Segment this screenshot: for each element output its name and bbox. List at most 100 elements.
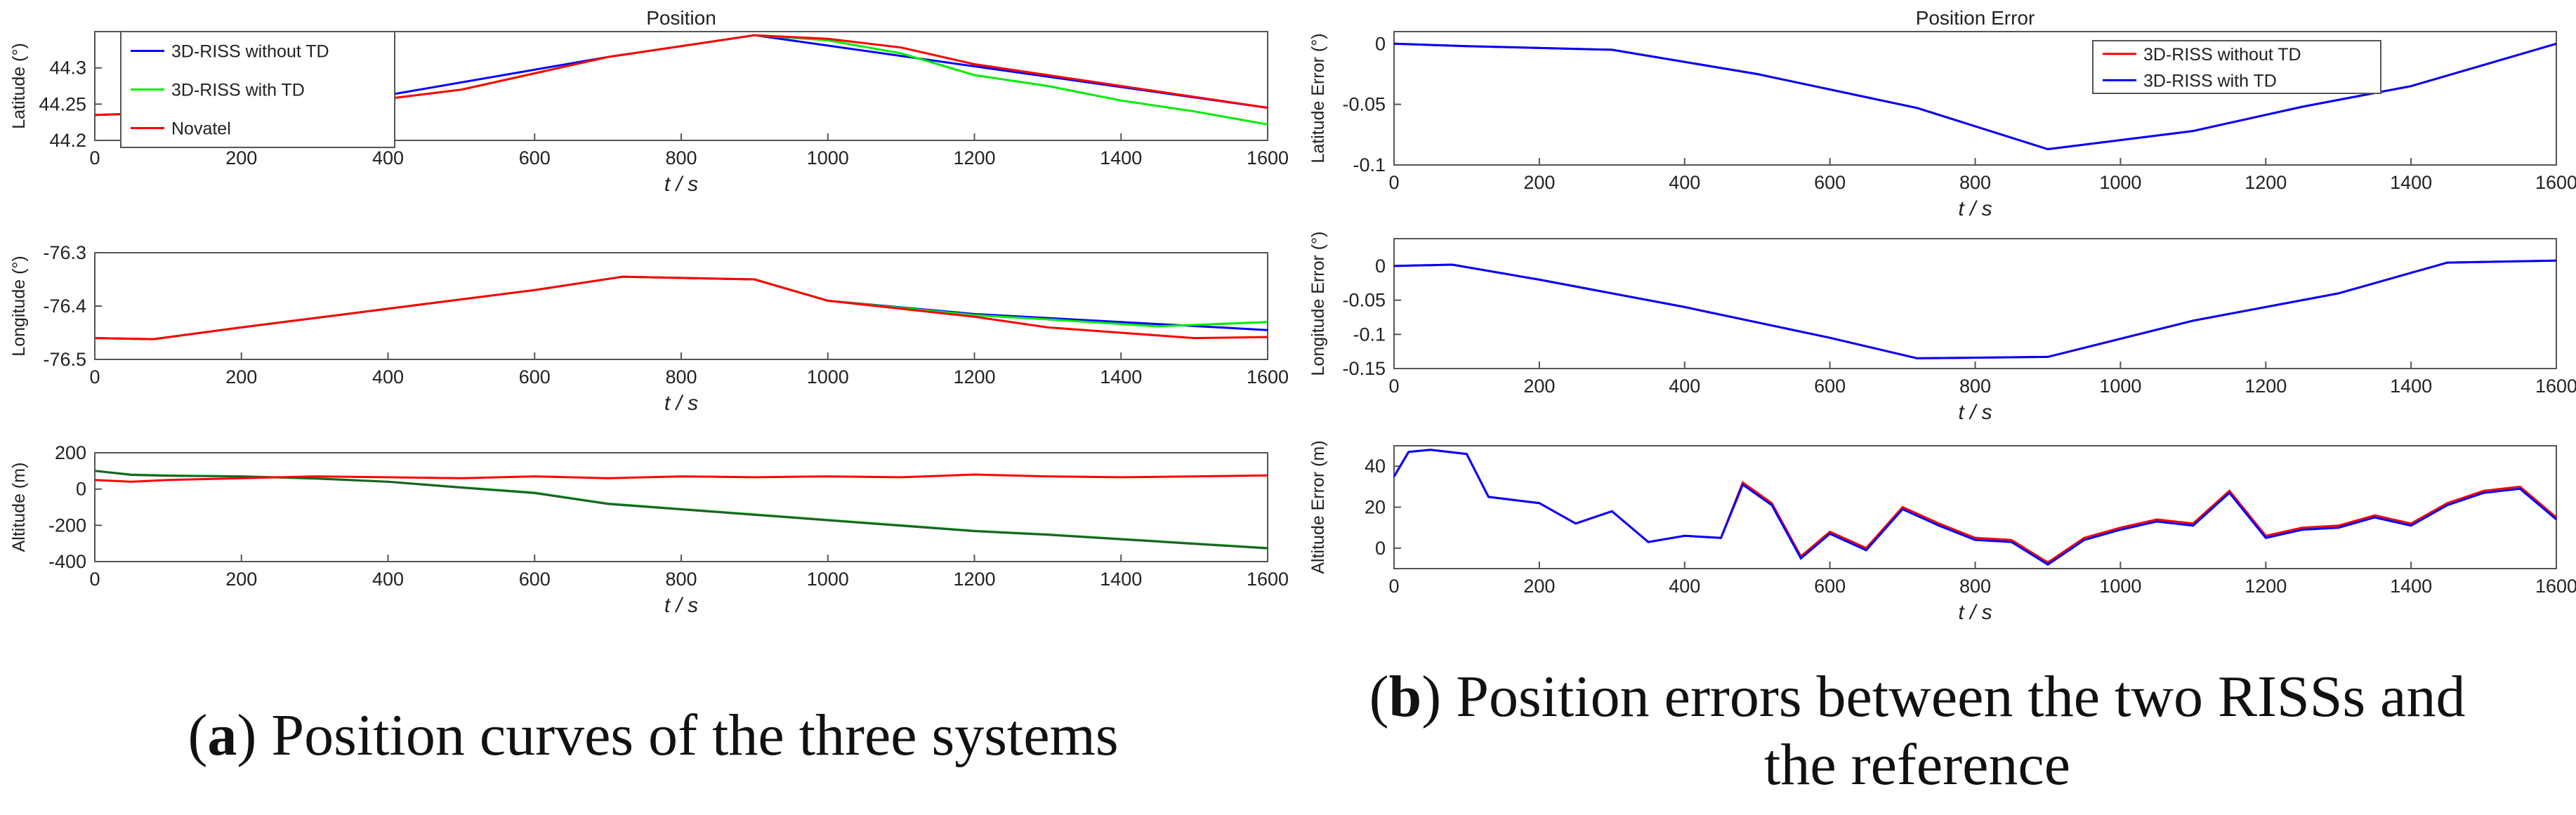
y-tick-label: 0 bbox=[76, 479, 86, 500]
y-axis-label: Longitude (°) bbox=[9, 256, 29, 356]
x-tick-label: 400 bbox=[372, 366, 404, 387]
x-tick-label: 1200 bbox=[2245, 172, 2287, 193]
x-tick-label: 200 bbox=[1523, 376, 1555, 397]
caption-b-line1: Position errors between the two RISSs an… bbox=[1456, 664, 2466, 729]
y-tick-label: 44.25 bbox=[39, 93, 86, 114]
caption-b: (b) Position errors between the two RISS… bbox=[1369, 664, 2466, 797]
x-tick-label: 1000 bbox=[2099, 376, 2141, 397]
x-tick-label: 1200 bbox=[2245, 576, 2287, 597]
chart-panel-4: 0 200 400 600 800 1000 1200 1400 1600 -0.15 -0.1 -0… bbox=[1308, 232, 2576, 424]
x-axis-label: t / s bbox=[664, 392, 698, 415]
y-tick-label: 44.3 bbox=[49, 58, 86, 79]
plot-area bbox=[94, 252, 1268, 360]
y-tick-label: 44.2 bbox=[49, 130, 86, 151]
x-tick-label: 1000 bbox=[2099, 172, 2141, 193]
legend-label: Novatel bbox=[171, 119, 231, 139]
x-axis-label: t / s bbox=[1958, 401, 1992, 424]
chart-panel-1: 0 200 400 600 800 1000 1200 1400 1600 -76.5 -76.4 -… bbox=[9, 242, 1289, 415]
x-tick-label: 600 bbox=[1814, 172, 1846, 193]
x-tick-label: 1200 bbox=[953, 569, 995, 590]
x-tick-label: 1200 bbox=[953, 147, 995, 168]
caption-b-letter: b bbox=[1388, 664, 1422, 729]
legend-label: 3D-RISS with TD bbox=[171, 81, 305, 100]
y-tick-label: -76.4 bbox=[43, 296, 86, 317]
x-tick-label: 800 bbox=[1959, 376, 1991, 397]
y-tick-label: -200 bbox=[48, 515, 86, 536]
x-tick-label: 1400 bbox=[2390, 376, 2432, 397]
y-tick-label: 0 bbox=[1375, 538, 1386, 559]
x-tick-label: 800 bbox=[665, 366, 697, 387]
y-axis-label: Latitude (°) bbox=[9, 43, 29, 129]
plot-area bbox=[1393, 238, 2557, 369]
y-axis-label: Longitude Error (°) bbox=[1308, 232, 1328, 376]
x-tick-label: 1000 bbox=[807, 366, 849, 387]
x-axis-label: t / s bbox=[1958, 601, 1992, 624]
series-line bbox=[94, 275, 1268, 340]
x-tick-label: 200 bbox=[225, 366, 257, 387]
caption-b-line2: the reference bbox=[1764, 731, 2070, 797]
x-tick-label: 0 bbox=[89, 569, 100, 590]
x-tick-label: 1600 bbox=[2535, 576, 2576, 597]
x-tick-label: 1600 bbox=[1247, 569, 1289, 590]
legend-label: 3D-RISS without TD bbox=[171, 42, 329, 62]
y-tick-label: 20 bbox=[1365, 497, 1386, 518]
plot-area bbox=[94, 452, 1268, 562]
x-tick-label: 1400 bbox=[1100, 147, 1142, 168]
series-line bbox=[1393, 259, 2557, 359]
x-tick-label: 400 bbox=[1669, 376, 1700, 397]
x-tick-label: 600 bbox=[519, 569, 551, 590]
x-tick-label: 0 bbox=[1388, 576, 1399, 597]
plot-area bbox=[1393, 31, 2557, 166]
x-tick-label: 600 bbox=[519, 366, 551, 387]
y-tick-label: -0.05 bbox=[1342, 290, 1386, 311]
legend-label: 3D-RISS without TD bbox=[2143, 45, 2301, 65]
x-axis-label: t / s bbox=[664, 594, 698, 617]
legend-label: 3D-RISS with TD bbox=[2143, 71, 2277, 91]
x-tick-label: 0 bbox=[1388, 172, 1399, 193]
chart-title: Position Error bbox=[1916, 7, 2035, 29]
y-axis-label: Altitude (m) bbox=[9, 463, 29, 552]
x-tick-label: 200 bbox=[225, 147, 257, 168]
x-tick-label: 400 bbox=[1669, 172, 1700, 193]
caption-a-text: Position curves of the three systems bbox=[271, 703, 1119, 768]
y-tick-label: 200 bbox=[55, 442, 86, 463]
x-tick-label: 1400 bbox=[1100, 569, 1142, 590]
x-tick-label: 1200 bbox=[953, 366, 995, 387]
x-tick-label: 1000 bbox=[807, 147, 849, 168]
x-tick-label: 0 bbox=[89, 366, 100, 387]
y-tick-label: -76.5 bbox=[43, 349, 86, 370]
caption-a-letter: a bbox=[207, 703, 237, 768]
y-tick-label: -76.3 bbox=[43, 242, 86, 263]
x-tick-label: 1000 bbox=[2099, 576, 2141, 597]
x-tick-label: 200 bbox=[1523, 172, 1555, 193]
series-line bbox=[94, 473, 1268, 483]
x-tick-label: 1600 bbox=[2535, 376, 2576, 397]
y-tick-label: -400 bbox=[48, 551, 86, 572]
chart-title: Position bbox=[646, 7, 716, 29]
x-tick-label: 600 bbox=[1814, 376, 1846, 397]
y-tick-label: 40 bbox=[1365, 456, 1386, 477]
x-tick-label: 800 bbox=[1959, 576, 1991, 597]
series-line bbox=[94, 470, 1268, 550]
x-tick-label: 200 bbox=[225, 569, 257, 590]
y-tick-label: 0 bbox=[1375, 33, 1386, 54]
x-tick-label: 1600 bbox=[1247, 366, 1289, 387]
chart-panel-3: 0 200 400 600 800 1000 1200 1400 1600 -0.1 -0.05 0 t… bbox=[1308, 7, 2576, 220]
chart-panel-2: 0 200 400 600 800 1000 1200 1400 1600 -400 -200 0 20… bbox=[9, 442, 1289, 617]
chart-panel-0: 0 200 400 600 800 1000 1200 1400 1600 44.2 44.25 44… bbox=[9, 7, 1289, 196]
y-tick-label: -0.15 bbox=[1342, 358, 1386, 379]
x-tick-label: 1200 bbox=[2245, 376, 2287, 397]
x-tick-label: 400 bbox=[372, 569, 404, 590]
x-tick-label: 600 bbox=[1814, 576, 1846, 597]
y-axis-label: Altitude Error (m) bbox=[1308, 440, 1328, 574]
x-tick-label: 1600 bbox=[1247, 147, 1289, 168]
x-tick-label: 600 bbox=[519, 147, 551, 168]
series-line bbox=[1393, 42, 2557, 151]
y-axis-label: Latitude Error (°) bbox=[1308, 33, 1328, 163]
x-tick-label: 800 bbox=[665, 147, 697, 168]
x-tick-label: 0 bbox=[1388, 376, 1399, 397]
legend-box bbox=[120, 31, 395, 148]
chart-panel-5: 0 200 400 600 800 1000 1200 1400 1600 0 20 40 t / s A… bbox=[1308, 440, 2576, 624]
y-tick-label: -0.1 bbox=[1353, 154, 1386, 175]
